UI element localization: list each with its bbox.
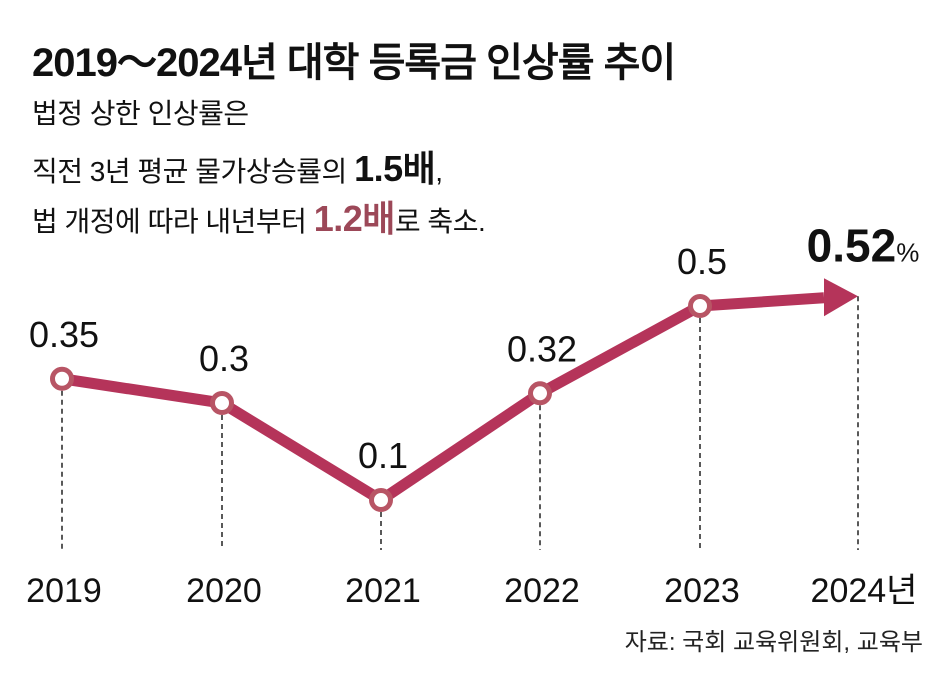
source-note: 자료: 국회 교육위원회, 교육부 xyxy=(624,629,923,656)
highlight-1-5x: 1.5배 xyxy=(354,148,436,189)
unit-label: % xyxy=(896,237,919,267)
x-tick-label: 2021 xyxy=(345,572,421,610)
data-label: 0.1 xyxy=(358,435,408,476)
data-point xyxy=(50,366,74,391)
x-tick-label: 2020 xyxy=(186,572,262,610)
data-label: 0.32 xyxy=(507,328,577,369)
subtitle-text: 로 축소. xyxy=(394,206,486,237)
data-label: 0.35 xyxy=(29,314,99,355)
data-point xyxy=(369,488,393,512)
data-label: 0.3 xyxy=(199,338,249,379)
x-tick-label: 2022 xyxy=(504,572,580,610)
data-point xyxy=(528,381,552,406)
x-tick-label: 2019 xyxy=(26,572,102,610)
subtitle-text: , xyxy=(435,156,443,187)
subtitle-text: 직전 3년 평균 물가상승률의 xyxy=(32,156,355,187)
x-tick-label: 2024년 xyxy=(811,572,918,610)
data-point xyxy=(210,391,234,415)
subtitle-line-2: 직전 3년 평균 물가상승률의 1.5배, xyxy=(32,140,443,192)
x-tick-label: 2023 xyxy=(664,572,740,610)
subtitle-text: 법 개정에 따라 내년부터 xyxy=(32,206,314,237)
subtitle-line-3: 법 개정에 따라 내년부터 1.2배로 축소. xyxy=(32,190,486,242)
data-label: 0.52% xyxy=(807,219,920,271)
subtitle-line-1: 법정 상한 인상률은 xyxy=(32,98,249,129)
series-line xyxy=(61,292,825,506)
highlight-1-2x: 1.2배 xyxy=(313,198,396,239)
data-label: 0.5 xyxy=(677,241,727,282)
arrow-head xyxy=(824,278,858,317)
data-point xyxy=(688,294,712,318)
page-title: 2019～2024년 대학 등록금 인상률 추이 xyxy=(32,41,676,85)
